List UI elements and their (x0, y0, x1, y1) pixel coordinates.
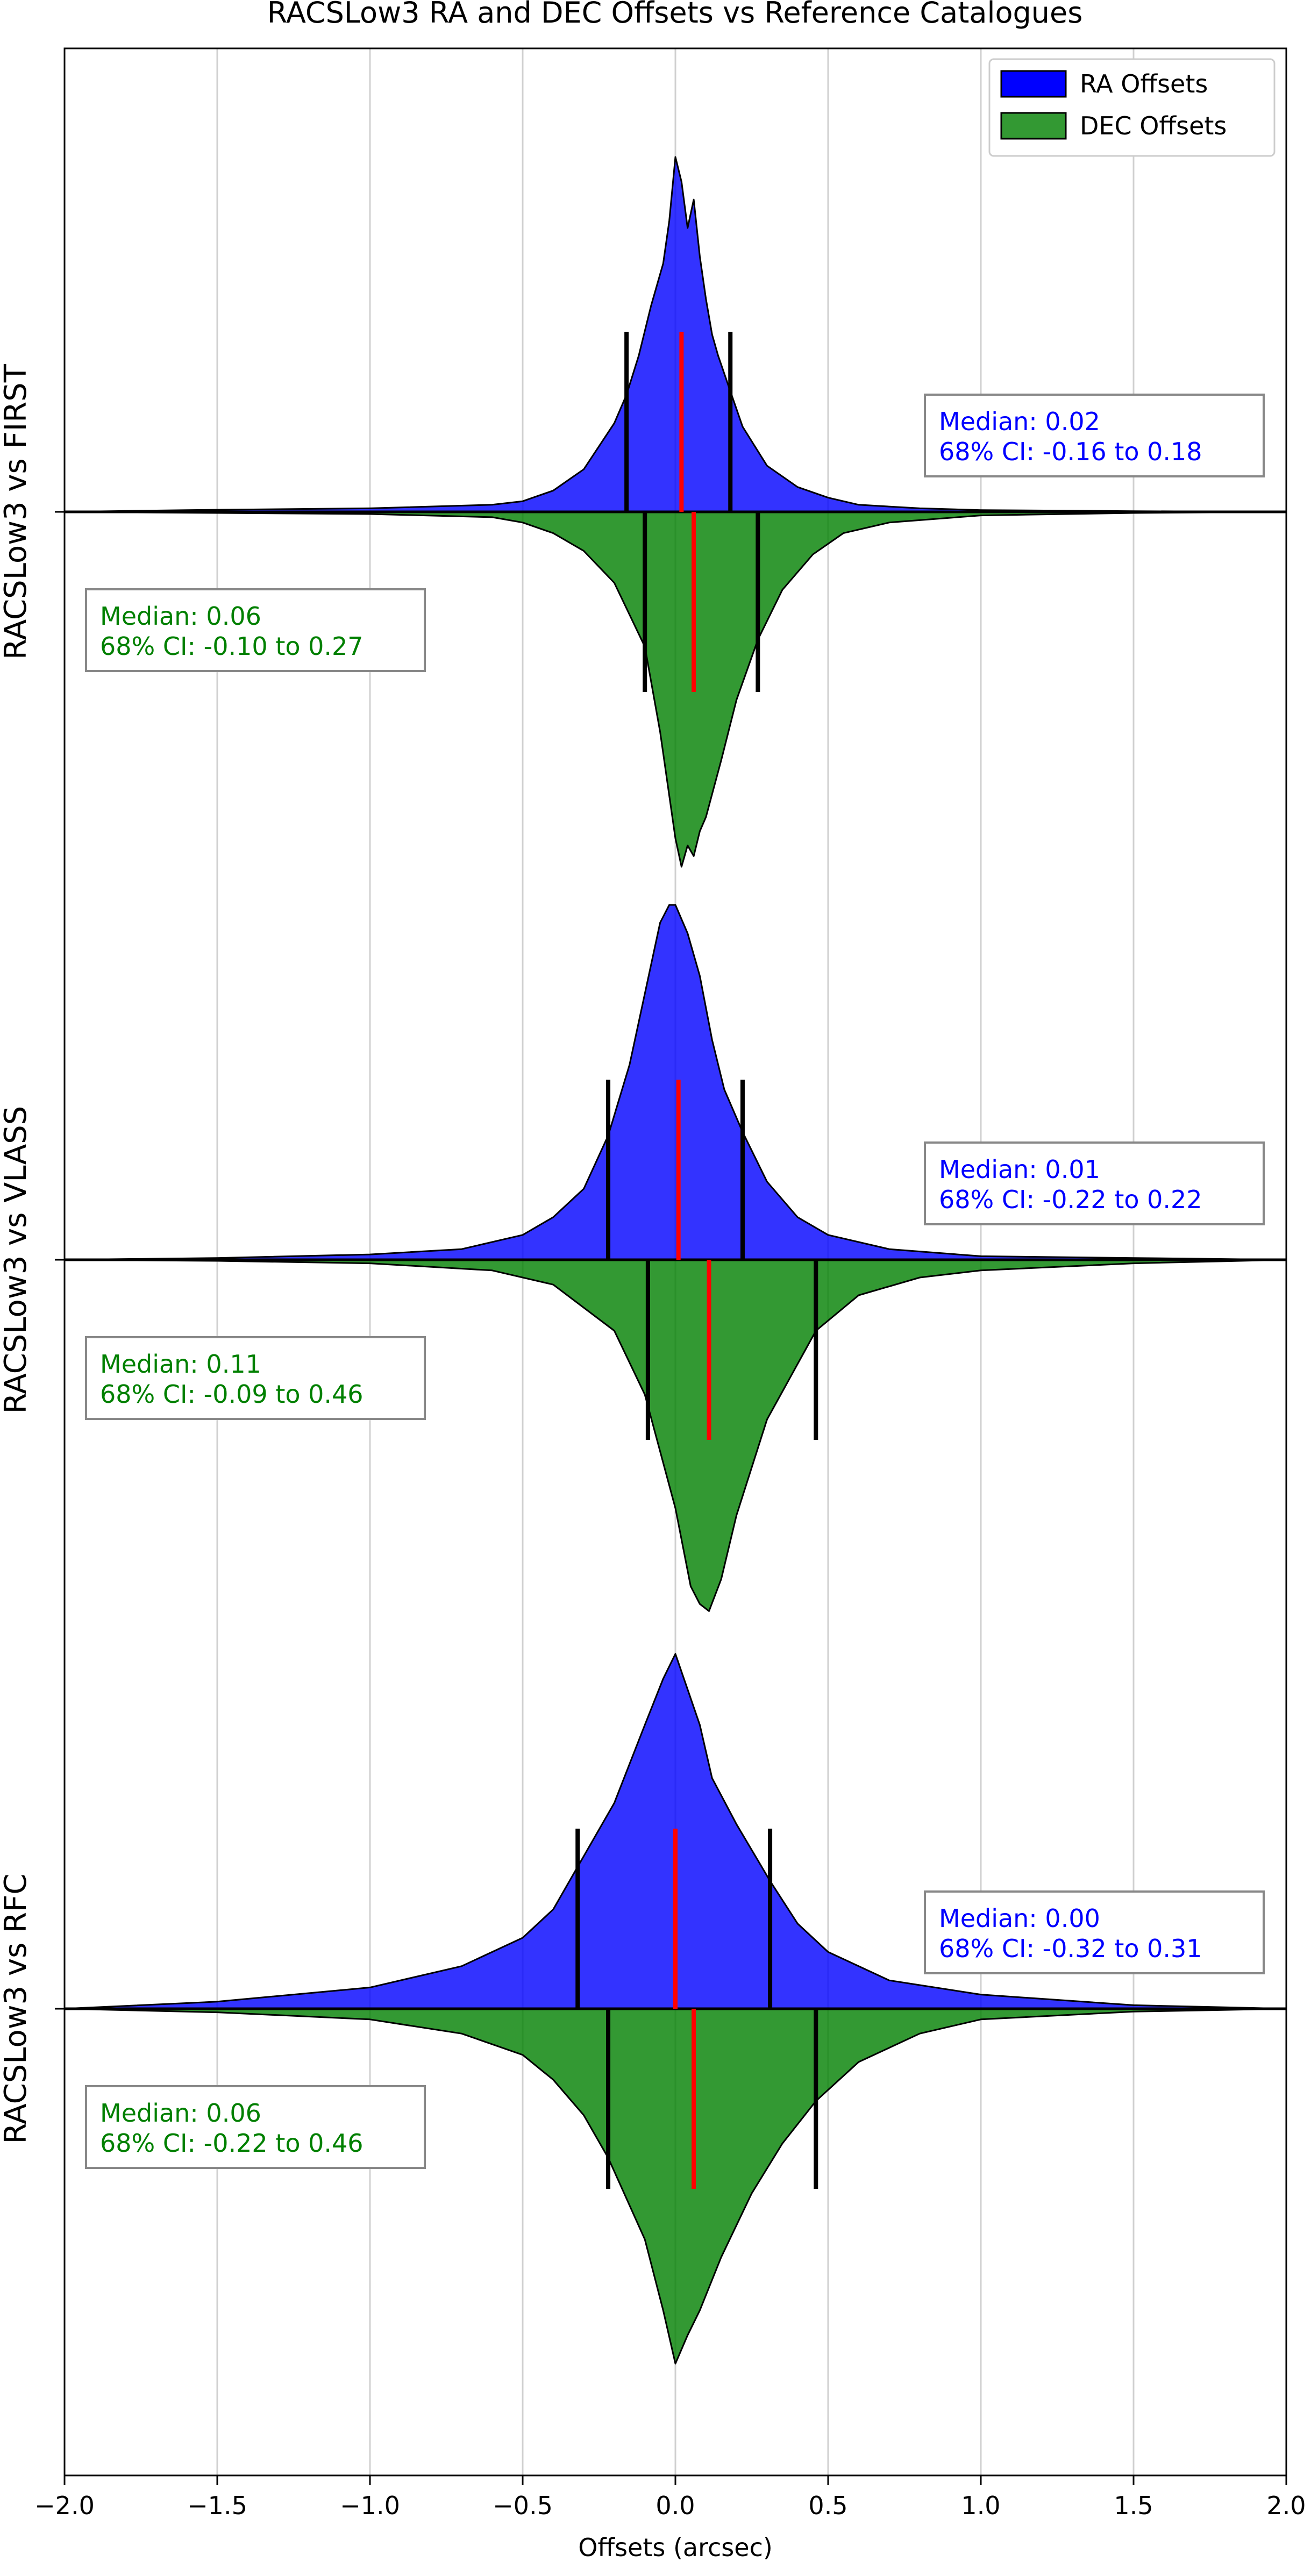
median-text: Median: 0.11 (100, 1350, 261, 1379)
chart-title: RACSLow3 RA and DEC Offsets vs Reference… (267, 0, 1083, 30)
median-text: Median: 0.02 (939, 407, 1100, 436)
axes-layer: −2.0 −1.5 −1.0 −0.5 0.0 0.5 1.0 1.5 2.0 RACSLow3 … (0, 363, 1306, 2520)
legend-swatch-dec (1000, 112, 1067, 140)
ci-text: 68% CI: -0.09 to 0.46 (100, 1380, 364, 1409)
panel (63, 904, 1287, 1612)
ra-area (63, 156, 1287, 513)
x-tick-label: 0.0 (656, 2491, 695, 2520)
ci-text: 68% CI: -0.22 to 0.46 (100, 2129, 364, 2158)
data-layer (63, 156, 1287, 2365)
legend-swatch-ra (1000, 70, 1067, 98)
panel-label: RACSLow3 vs FIRST (0, 363, 33, 660)
stats-box (85, 588, 426, 672)
legend-label-dec: DEC Offsets (1080, 111, 1227, 140)
ci-text: 68% CI: -0.22 to 0.22 (939, 1185, 1202, 1214)
panel-label: RACSLow3 vs RFC (0, 1874, 33, 2144)
median-text: Median: 0.06 (100, 2099, 261, 2128)
ci-text: 68% CI: -0.16 to 0.18 (939, 437, 1202, 466)
dec-area (63, 511, 1287, 868)
x-tick-label: −2.0 (34, 2491, 95, 2520)
legend: RA Offsets DEC Offsets (988, 58, 1276, 157)
panel (63, 1653, 1287, 2365)
median-text: Median: 0.00 (939, 1904, 1100, 1933)
stats-box (924, 1890, 1265, 1974)
x-tick-label: −1.0 (340, 2491, 400, 2520)
x-tick-label: 1.5 (1114, 2491, 1153, 2520)
x-tick-label: 2.0 (1266, 2491, 1306, 2520)
median-text: Median: 0.01 (939, 1155, 1100, 1184)
legend-label-ra: RA Offsets (1080, 69, 1208, 98)
stats-box (85, 2085, 426, 2169)
stats-box (924, 1141, 1265, 1225)
x-tick-label: 1.0 (961, 2491, 1000, 2520)
dec-area (63, 2008, 1287, 2365)
x-tick-label: −0.5 (493, 2491, 553, 2520)
panel-label: RACSLow3 vs VLASS (0, 1106, 33, 1414)
ra-area (63, 904, 1287, 1261)
stats-box (924, 394, 1265, 477)
panel (63, 156, 1287, 868)
ci-text: 68% CI: -0.10 to 0.27 (100, 632, 364, 661)
x-axis-label: Offsets (arcsec) (578, 2533, 773, 2562)
stats-box (85, 1336, 426, 1420)
ci-text: 68% CI: -0.32 to 0.31 (939, 1934, 1202, 1963)
dec-area (63, 1259, 1287, 1612)
x-tick-label: −1.5 (187, 2491, 247, 2520)
x-tick-label: 0.5 (808, 2491, 847, 2520)
median-text: Median: 0.06 (100, 602, 261, 631)
